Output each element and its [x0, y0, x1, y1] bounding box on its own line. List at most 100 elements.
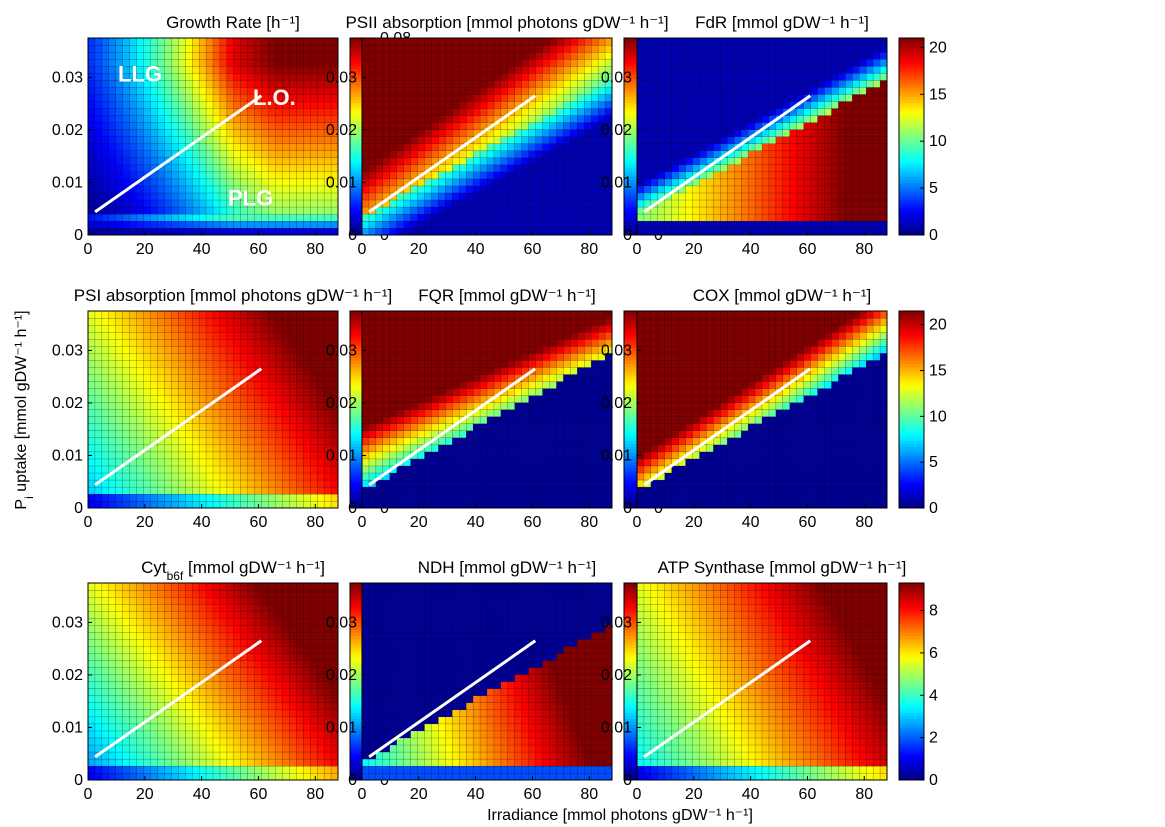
heatmap-cell: [590, 430, 599, 439]
heatmap-cell: [150, 51, 158, 60]
heatmap-cell: [233, 451, 242, 460]
heatmap-cell: [824, 108, 832, 116]
heatmap-cell: [431, 486, 439, 495]
heatmap-cell: [747, 115, 756, 123]
heatmap-cell: [556, 227, 564, 236]
heatmap-cell: [438, 493, 446, 502]
heatmap-cell: [219, 136, 228, 144]
heatmap-cell: [136, 136, 144, 144]
heatmap-cell: [831, 108, 839, 116]
heatmap-cell: [768, 178, 777, 187]
heatmap-cell: [205, 374, 214, 382]
heatmap-cell: [254, 65, 262, 74]
heatmap-cell: [261, 65, 269, 74]
heatmap-cell: [563, 87, 571, 95]
heatmap-cell: [528, 451, 536, 460]
heatmap-cell: [431, 143, 439, 151]
heatmap-cell: [108, 122, 117, 130]
heatmap-cell: [657, 220, 666, 229]
heatmap-cell: [87, 310, 96, 319]
heatmap-cell: [810, 37, 818, 46]
heatmap-cell: [310, 115, 318, 123]
heatmap-cell: [275, 192, 283, 201]
heatmap-cell: [493, 143, 502, 151]
heatmap-cell: [389, 136, 398, 144]
heatmap-cell: [535, 164, 543, 173]
heatmap-cell: [171, 220, 179, 229]
heatmap-cell: [590, 58, 599, 67]
heatmap-cell: [852, 73, 860, 81]
heatmap-cell: [664, 199, 673, 208]
heatmap-cell: [129, 220, 137, 229]
heatmap-cell: [396, 206, 405, 215]
heatmap-cell: [720, 108, 728, 116]
heatmap-cell: [521, 143, 530, 151]
heatmap-cell: [775, 150, 784, 158]
heatmap-cell: [740, 227, 749, 236]
heatmap-cell: [303, 338, 311, 347]
heatmap-cell: [549, 430, 557, 439]
heatmap-cell: [692, 115, 700, 123]
heatmap-cell: [375, 73, 384, 81]
heatmap-cell: [289, 458, 297, 467]
heatmap-cell: [226, 465, 235, 474]
heatmap-cell: [556, 486, 564, 495]
heatmap-cell: [838, 44, 846, 53]
heatmap-cell: [507, 451, 516, 460]
heatmap-cell: [212, 73, 221, 81]
heatmap-cell: [424, 458, 432, 467]
heatmap-cell: [185, 451, 193, 460]
heatmap-cell: [521, 227, 530, 236]
heatmap-cell: [316, 395, 325, 403]
heatmap-cell: [178, 65, 186, 74]
heatmap-cell: [410, 437, 418, 446]
heatmap-cell: [171, 108, 179, 116]
heatmap-cell: [810, 143, 818, 151]
heatmap-cell: [768, 101, 777, 109]
heatmap-cell: [590, 500, 599, 509]
heatmap-cell: [438, 409, 446, 417]
heatmap-cell: [368, 101, 377, 109]
heatmap-cell: [563, 101, 571, 109]
heatmap-cell: [219, 423, 228, 431]
heatmap-cell: [310, 381, 318, 389]
heatmap-cell: [584, 80, 592, 88]
heatmap-cell: [101, 227, 110, 236]
heatmap-cell: [727, 44, 735, 53]
heatmap-cell: [465, 423, 474, 431]
heatmap-cell: [191, 227, 200, 236]
heatmap-cell: [108, 409, 117, 417]
heatmap-cell: [493, 136, 502, 144]
heatmap-cell: [254, 220, 262, 229]
heatmap-cell: [445, 213, 453, 222]
heatmap-cell: [459, 192, 467, 201]
heatmap-cell: [577, 444, 585, 453]
heatmap-cell: [212, 37, 221, 46]
heatmap-cell: [310, 80, 318, 88]
heatmap-cell: [143, 206, 151, 215]
heatmap-cell: [549, 122, 557, 130]
x-tick-label: 20: [685, 241, 703, 258]
heatmap-cell: [507, 44, 516, 53]
heatmap-cell: [122, 87, 131, 95]
heatmap-cell: [108, 108, 117, 116]
heatmap-cell: [584, 465, 592, 474]
heatmap-cell: [296, 58, 304, 67]
heatmap-cell: [94, 94, 103, 102]
heatmap-cell: [754, 157, 763, 166]
heatmap-cell: [535, 171, 543, 180]
heatmap-cell: [713, 101, 721, 109]
heatmap-cell: [316, 115, 325, 123]
heatmap-cell: [219, 486, 228, 495]
heatmap-cell: [479, 37, 488, 46]
heatmap-cell: [465, 199, 474, 208]
heatmap-cell: [879, 185, 888, 194]
heatmap-cell: [563, 220, 571, 229]
heatmap-cell: [330, 206, 339, 215]
heatmap-cell: [535, 199, 543, 208]
heatmap-cell: [424, 101, 432, 109]
heatmap-cell: [389, 416, 398, 424]
heatmap-cell: [542, 220, 550, 229]
heatmap-cell: [101, 416, 110, 424]
heatmap-cell: [282, 129, 290, 137]
